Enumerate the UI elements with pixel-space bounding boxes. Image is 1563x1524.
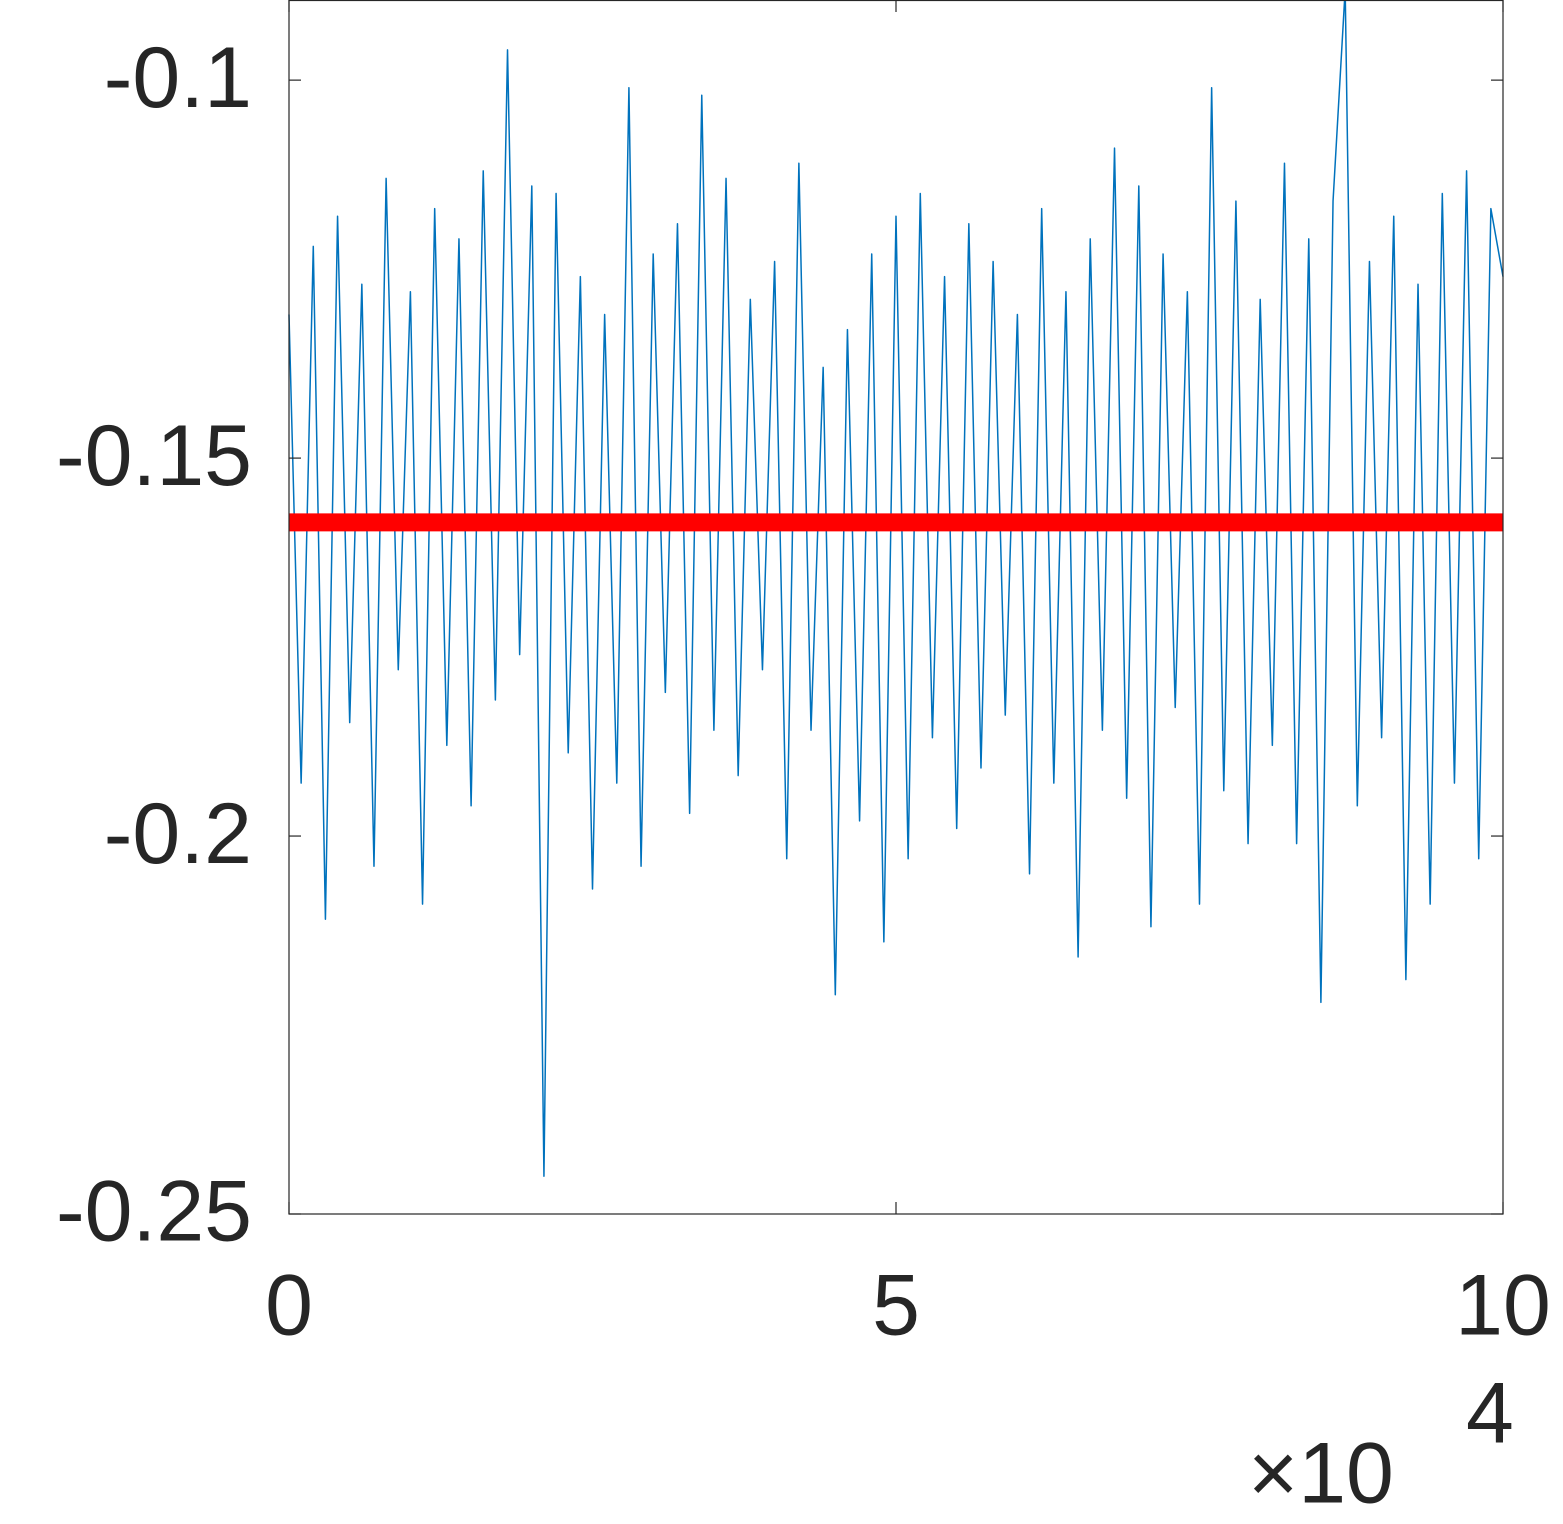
- y-tick-label: -0.25: [56, 1164, 252, 1260]
- x-multiplier-base: ×10: [1248, 1426, 1394, 1522]
- y-tick-label: -0.2: [104, 786, 252, 882]
- x-multiplier-exponent: 4: [1466, 1366, 1514, 1462]
- x-tick-label: 5: [872, 1258, 920, 1354]
- x-tick-label: 10: [1455, 1258, 1551, 1354]
- y-tick-label: -0.15: [56, 408, 252, 504]
- y-tick-label: -0.1: [104, 30, 252, 126]
- plot-frame: [288, 0, 1504, 1215]
- data-line: [288, 0, 1504, 1177]
- x-tick-label: 0: [265, 1258, 313, 1354]
